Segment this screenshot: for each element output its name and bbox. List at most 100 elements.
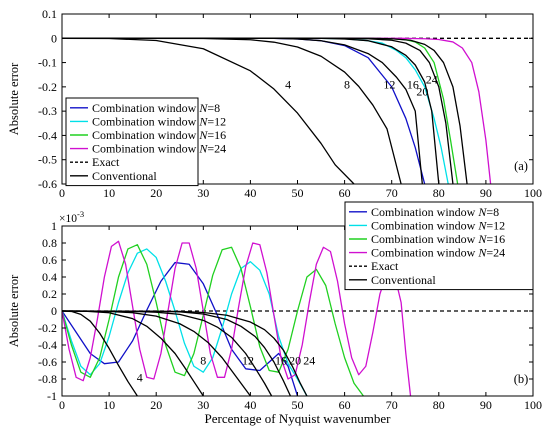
- series-line-conventional-12: [62, 310, 251, 396]
- y-tick-label: -1: [47, 389, 57, 403]
- legend-label-var: N: [198, 101, 208, 115]
- legend-label-text: Exact: [92, 155, 120, 169]
- x-tick-label: 50: [292, 186, 304, 200]
- curve-label: 8: [344, 77, 350, 91]
- y-tick-label: 1: [51, 219, 57, 233]
- y-tick-label: -0.1: [38, 56, 57, 70]
- legend-label: Exact: [371, 259, 399, 273]
- x-axis-label: Percentage of Nyquist wavenumber: [205, 411, 392, 426]
- legend-label: Combination window N=8: [92, 101, 220, 115]
- legend-label-value: =16: [207, 128, 226, 142]
- series-line-combination-window-n-8: [62, 261, 299, 396]
- legend-label: Combination window N=12: [371, 218, 505, 232]
- legend-label-text: Combination window: [371, 246, 478, 260]
- series-line-conventional-24: [62, 37, 468, 184]
- y-tick-label: -0.4: [38, 338, 57, 352]
- series-line-combination-window-n-12: [62, 248, 308, 396]
- x-tick-label: 0: [59, 186, 65, 200]
- series-line-conventional-8: [62, 37, 402, 184]
- panel-label: (b): [514, 372, 529, 386]
- legend-label-text: Combination window: [371, 218, 478, 232]
- x-tick-label: 20: [150, 398, 162, 412]
- y-tick-label: -0.8: [38, 372, 57, 386]
- x-tick-label: 80: [433, 186, 445, 200]
- curve-label: 4: [137, 370, 143, 384]
- legend-label-text: Combination window: [371, 232, 478, 246]
- legend-label-text: Combination window: [371, 205, 478, 219]
- legend-label-text: Conventional: [92, 169, 157, 183]
- x-tick-label: 90: [480, 398, 492, 412]
- x-tick-label: 0: [59, 398, 65, 412]
- legend-label-value: =12: [207, 114, 226, 128]
- y-scale-base: ×10: [59, 213, 77, 225]
- legend-label: Exact: [92, 155, 120, 169]
- x-tick-label: 100: [524, 398, 542, 412]
- legend-box: [65, 97, 199, 187]
- curve-label: 12: [383, 77, 395, 91]
- series-line-combination-window-n-24: [62, 37, 492, 184]
- series-group: [62, 240, 533, 396]
- curve-label: 4: [285, 77, 291, 91]
- x-tick-label: 30: [197, 398, 209, 412]
- curve-label: 12: [242, 353, 254, 367]
- legend-label-value: =24: [486, 246, 505, 260]
- y-tick-label: 0: [51, 31, 57, 45]
- y-tick-label: -0.4: [38, 128, 57, 142]
- y-tick-label: 0: [51, 304, 57, 318]
- legend-label-text: Combination window: [92, 101, 199, 115]
- legend-label: Combination window N=8: [371, 205, 499, 219]
- series-line-combination-window-n-16: [62, 244, 364, 396]
- legend-label-var: N: [198, 114, 208, 128]
- legend-label-var: N: [477, 205, 487, 219]
- legend-label-text: Combination window: [92, 142, 199, 156]
- curve-label: 20: [289, 353, 301, 367]
- legend-label-text: Combination window: [92, 128, 199, 142]
- y-tick-label: -0.6: [38, 177, 57, 191]
- panel-label: (a): [514, 159, 528, 173]
- series-line-combination-window-n-24: [62, 240, 412, 396]
- x-tick-label: 100: [524, 186, 542, 200]
- y-tick-label: -0.3: [38, 104, 57, 118]
- x-tick-label: 90: [480, 186, 492, 200]
- curve-label: 8: [200, 353, 206, 367]
- series-line-conventional-4: [62, 310, 138, 396]
- legend-label: Conventional: [92, 169, 157, 183]
- legend-label-value: =24: [207, 142, 226, 156]
- curve-label: 20: [416, 85, 428, 99]
- legend-label: Combination window N=16: [92, 128, 226, 142]
- y-tick-label: -0.2: [38, 80, 57, 94]
- panel-a: 0 10 20 30 40 50 60 70 80 90 100-0.6-0.5-0.4-0.3-0…: [7, 7, 542, 200]
- y-tick-label: -0.2: [38, 321, 57, 335]
- series-line-conventional-24: [62, 310, 308, 396]
- y-tick-label: 0.4: [42, 270, 57, 284]
- legend-label-value: =12: [486, 218, 505, 232]
- legend-label: Combination window N=16: [371, 232, 505, 246]
- legend-label-value: =8: [486, 205, 499, 219]
- curve-label: 16: [407, 77, 419, 91]
- series-line-conventional-16: [62, 310, 273, 396]
- x-tick-label: 30: [197, 186, 209, 200]
- x-tick-label: 20: [150, 186, 162, 200]
- legend-label-var: N: [477, 232, 487, 246]
- legend-label-text: Combination window: [92, 114, 199, 128]
- curve-label: 16: [275, 353, 287, 367]
- panel-b: 0 10 20 30 40 50 60 70 80 90 100-1-0.8-0.6-0.4-0.2…: [7, 201, 542, 426]
- legend-label: Combination window N=24: [371, 246, 505, 260]
- x-tick-label: 70: [386, 398, 398, 412]
- curve-label: 24: [303, 353, 315, 367]
- y-axis-label: Absolute error: [7, 62, 21, 135]
- x-tick-label: 40: [244, 398, 256, 412]
- y-tick-label: 0.2: [42, 287, 57, 301]
- y-tick-label: 0.6: [42, 253, 57, 267]
- legend-box: [344, 201, 534, 291]
- y-scale-factor: ×10-3: [59, 209, 84, 225]
- x-tick-label: 50: [292, 398, 304, 412]
- legend-label-value: =16: [486, 232, 505, 246]
- legend-label-var: N: [477, 246, 487, 260]
- y-tick-label: 0.8: [42, 236, 57, 250]
- y-tick-label: -0.6: [38, 355, 57, 369]
- x-tick-label: 80: [433, 398, 445, 412]
